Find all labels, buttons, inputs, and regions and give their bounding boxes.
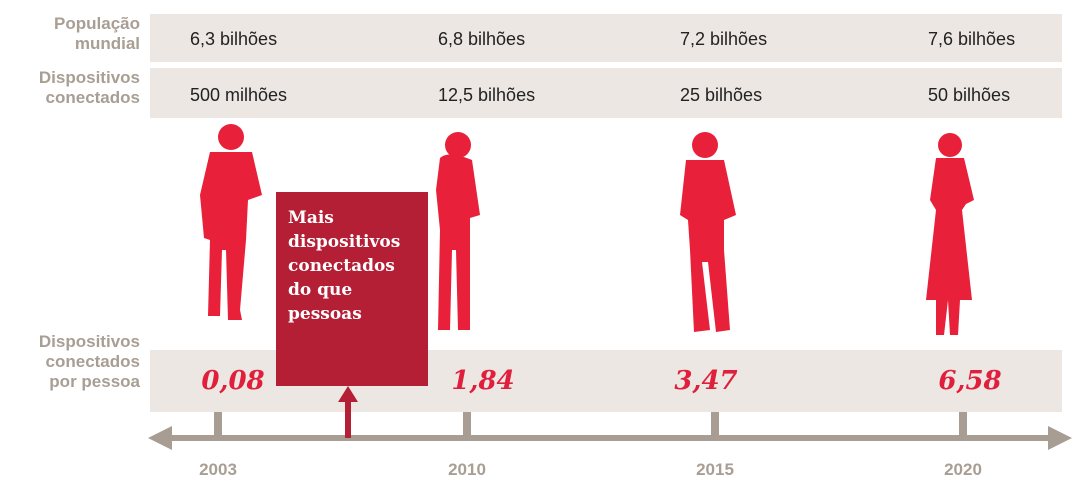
devices-value: 25 bilhões [680, 85, 762, 106]
population-value: 7,2 bilhões [680, 29, 767, 50]
year-label: 2003 [178, 460, 258, 480]
timeline-tick [959, 412, 967, 438]
timeline-tick [463, 412, 471, 438]
ratio-value: 1,84 [413, 366, 553, 396]
population-value: 6,8 bilhões [438, 29, 525, 50]
year-label: 2010 [427, 460, 507, 480]
infographic: População mundial Dispositivos conectado… [0, 0, 1077, 482]
devices-value: 500 milhões [190, 85, 287, 106]
callout: Mais dispositivos conectados do que pess… [276, 192, 428, 386]
population-value: 7,6 bilhões [928, 29, 1015, 50]
row-label: Dispositivos conectados por pessoa [14, 332, 140, 392]
population-value: 6,3 bilhões [190, 29, 277, 50]
year-label: 2015 [675, 460, 755, 480]
timeline [148, 412, 1072, 450]
devices-value: 12,5 bilhões [438, 85, 535, 106]
ratio-value: 0,08 [163, 366, 303, 396]
devices-value: 50 bilhões [928, 85, 1010, 106]
figures [0, 0, 1077, 482]
arrow-left [148, 426, 172, 450]
year-label: 2020 [923, 460, 1003, 480]
arrow-right [1048, 426, 1072, 450]
row-label: Dispositivos conectados [0, 68, 140, 108]
callout-arrow [338, 386, 358, 438]
ratio-value: 3,47 [636, 366, 776, 396]
ratio-value: 6,58 [900, 366, 1040, 396]
row-label: População mundial [0, 14, 140, 54]
timeline-tick [214, 412, 222, 438]
timeline-tick [711, 412, 719, 438]
